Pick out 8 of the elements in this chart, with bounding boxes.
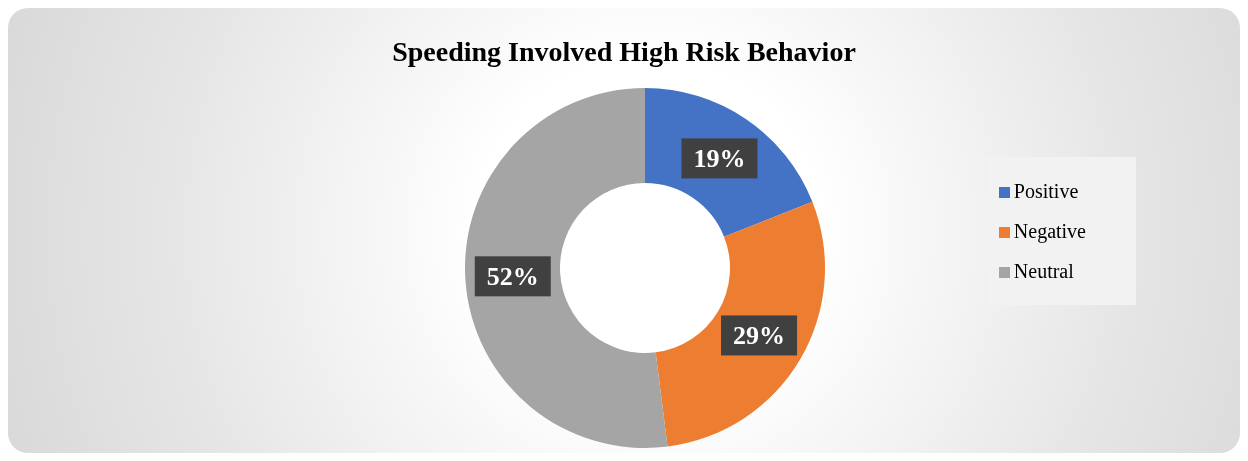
legend-label: Negative <box>1013 219 1086 242</box>
donut-slice <box>465 88 668 448</box>
data-label: 19% <box>693 143 746 173</box>
data-label: 29% <box>733 320 786 350</box>
data-label: 52% <box>486 261 539 291</box>
legend-label: Positive <box>1013 179 1079 202</box>
legend-label: Neutral <box>1013 259 1074 282</box>
chart-title: Speeding Involved High Risk Behavior <box>391 36 857 68</box>
